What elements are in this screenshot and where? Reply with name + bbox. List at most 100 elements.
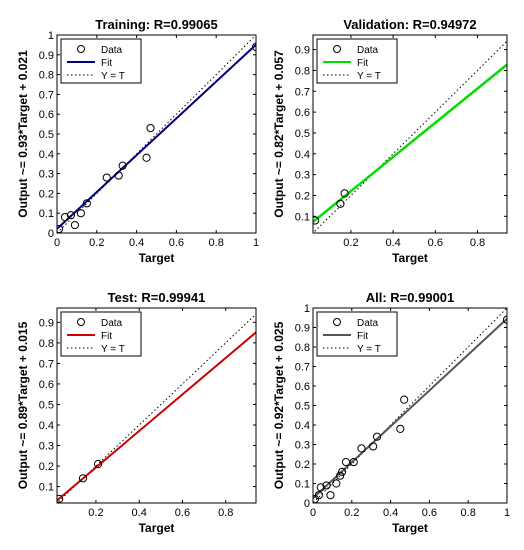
y-tick-label: 0.2 [39, 188, 54, 200]
data-point [66, 211, 76, 220]
data-point [372, 432, 382, 441]
axes-frame [56, 307, 257, 504]
y-tick-label: 0.7 [39, 89, 54, 101]
y-tick-label: 0.3 [295, 440, 310, 452]
y-tick-label: 0.5 [295, 128, 310, 140]
y-tick-label: 0.2 [39, 461, 54, 473]
data-point [118, 161, 127, 170]
data-point [400, 395, 409, 404]
y-tick-label: 0.3 [39, 169, 54, 181]
data-point [70, 220, 80, 230]
x-axis-label: Target [392, 521, 428, 535]
y-tick-label: 0.3 [295, 170, 310, 182]
legend-label-data: Data [101, 318, 123, 329]
y-tick-label: 0.8 [39, 338, 54, 350]
y-tick-label: 0.7 [295, 362, 310, 374]
y-tick-label: 0.9 [39, 317, 54, 329]
data-point [336, 199, 345, 208]
y-tick-label: 0.7 [295, 86, 310, 98]
legend: Data Fit Y = T [60, 311, 142, 357]
fit-line [57, 331, 256, 502]
x-tick-label: 0.2 [88, 507, 103, 519]
legend-label-data: Data [357, 318, 379, 329]
y-tick-label: 0.3 [39, 441, 54, 453]
data-point [332, 479, 341, 488]
legend: Data Fit Y = T [316, 38, 398, 84]
data-point [60, 213, 70, 222]
chart-title: Training: R=0.99065 [95, 17, 217, 32]
x-tick-label: 0.2 [89, 237, 104, 249]
x-tick-label: 0.4 [385, 237, 400, 249]
y-tick-label: 0.1 [39, 482, 54, 494]
x-tick-label: 0 [54, 237, 60, 249]
y-tick-label: 0.8 [295, 342, 310, 354]
data-point [322, 481, 331, 490]
series-area [313, 40, 507, 233]
y-tick-label: 0.7 [39, 358, 54, 370]
identity-line [313, 308, 507, 503]
x-tick-label: 0.8 [218, 507, 233, 519]
y-tick-label: 0.9 [39, 50, 54, 62]
data-point [340, 189, 349, 198]
legend-marker-data [333, 318, 341, 326]
data-point [57, 494, 64, 503]
x-tick-label: 0.2 [344, 507, 359, 519]
y-tick-label: 0.4 [39, 149, 54, 161]
data-point [93, 459, 103, 469]
axes-frame [312, 307, 508, 504]
legend-marker-data [77, 45, 85, 53]
fit-line [313, 317, 507, 499]
fit-line [57, 43, 256, 230]
data-point [82, 199, 91, 208]
legend-marker-data [77, 318, 85, 326]
chart-title: All: R=0.99001 [366, 290, 455, 305]
y-tick-label: 0.1 [295, 479, 310, 491]
series-area [313, 308, 507, 503]
x-tick-label: 1 [253, 237, 259, 249]
x-tick-label: 1 [504, 507, 510, 519]
data-point [369, 442, 378, 451]
data-point [396, 424, 405, 433]
x-tick-label: 0.4 [383, 507, 398, 519]
data-point [142, 153, 151, 162]
y-axis-label: Output ~= 0.93*Target + 0.021 [16, 50, 30, 218]
data-point [336, 471, 345, 480]
y-tick-label: 0 [304, 498, 310, 510]
y-tick-label: 0.9 [295, 45, 310, 57]
x-tick-label: 0.4 [129, 237, 144, 249]
data-point [338, 467, 347, 476]
panel-all: All: R=0.99001 Target Output ~= 0.92*Targe… [272, 290, 510, 535]
y-tick-label: 0.6 [295, 107, 310, 119]
x-tick-label: 0.6 [175, 507, 190, 519]
y-axis-label: Output ~= 0.92*Target + 0.025 [272, 321, 286, 489]
data-point [102, 173, 111, 182]
y-tick-label: 0.6 [39, 109, 54, 121]
chart-title: Validation: R=0.94972 [343, 17, 476, 32]
legend: Data Fit Y = T [60, 38, 142, 84]
legend-label-identity: Y = T [357, 71, 381, 82]
legend-label-data: Data [101, 45, 123, 56]
x-axis-label: Target [392, 251, 428, 265]
axes-frame [312, 34, 508, 234]
x-tick-label: 0.6 [428, 237, 443, 249]
y-tick-label: 0.8 [39, 70, 54, 82]
x-tick-label: 0.6 [169, 237, 184, 249]
y-tick-label: 0.8 [295, 65, 310, 77]
series-area [57, 35, 256, 233]
x-tick-label: 0.8 [461, 507, 476, 519]
fit-line [313, 63, 507, 223]
x-tick-label: 0.8 [209, 237, 224, 249]
data-point [313, 216, 320, 225]
y-tick-label: 0.6 [39, 379, 54, 391]
legend-marker-data [333, 45, 341, 53]
y-tick-label: 0.6 [295, 381, 310, 393]
x-tick-label: 0.6 [422, 507, 437, 519]
x-axis-label: Target [139, 251, 175, 265]
axes-frame [56, 34, 257, 234]
panel-validation: Validation: R=0.94972 Target Output ~= 0.8… [272, 17, 508, 265]
x-tick-label: 0.8 [470, 237, 485, 249]
legend: Data Fit Y = T [316, 311, 398, 357]
legend-label-fit: Fit [357, 331, 368, 342]
y-tick-label: 0.1 [39, 208, 54, 220]
